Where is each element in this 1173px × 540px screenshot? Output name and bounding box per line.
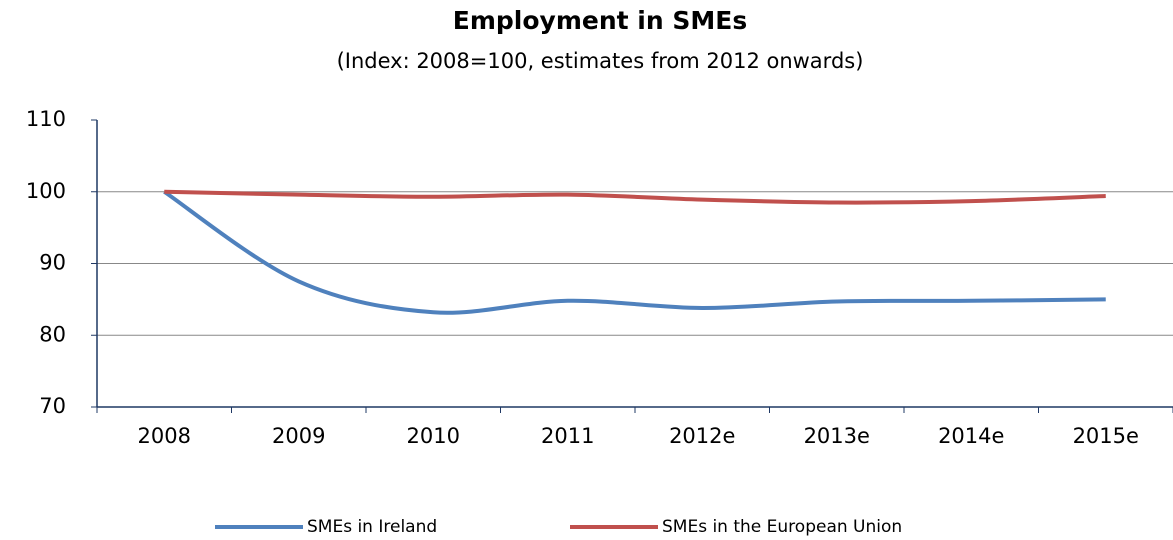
- x-tick-label: 2015e: [1073, 424, 1139, 448]
- chart-subtitle: (Index: 2008=100, estimates from 2012 on…: [337, 49, 864, 73]
- y-tick-label: 110: [26, 107, 66, 131]
- y-tick-label: 100: [26, 179, 66, 203]
- x-tick-label: 2012e: [669, 424, 735, 448]
- x-tick-label: 2014e: [938, 424, 1004, 448]
- x-tick-label: 2013e: [804, 424, 870, 448]
- series-line: [163, 190, 1106, 315]
- y-tick-label: 80: [39, 322, 66, 346]
- x-tick-label: 2011: [541, 424, 594, 448]
- x-tick-label: 2010: [407, 424, 460, 448]
- y-tick-label: 70: [39, 394, 66, 418]
- series-line: [164, 189, 1106, 205]
- y-tick-label: 90: [39, 251, 66, 275]
- chart-title: Employment in SMEs: [453, 6, 747, 35]
- x-tick-label: 2008: [138, 424, 191, 448]
- legend-label: SMEs in Ireland: [307, 517, 437, 537]
- legend-label: SMEs in the European Union: [662, 517, 902, 537]
- x-tick-label: 2009: [272, 424, 325, 448]
